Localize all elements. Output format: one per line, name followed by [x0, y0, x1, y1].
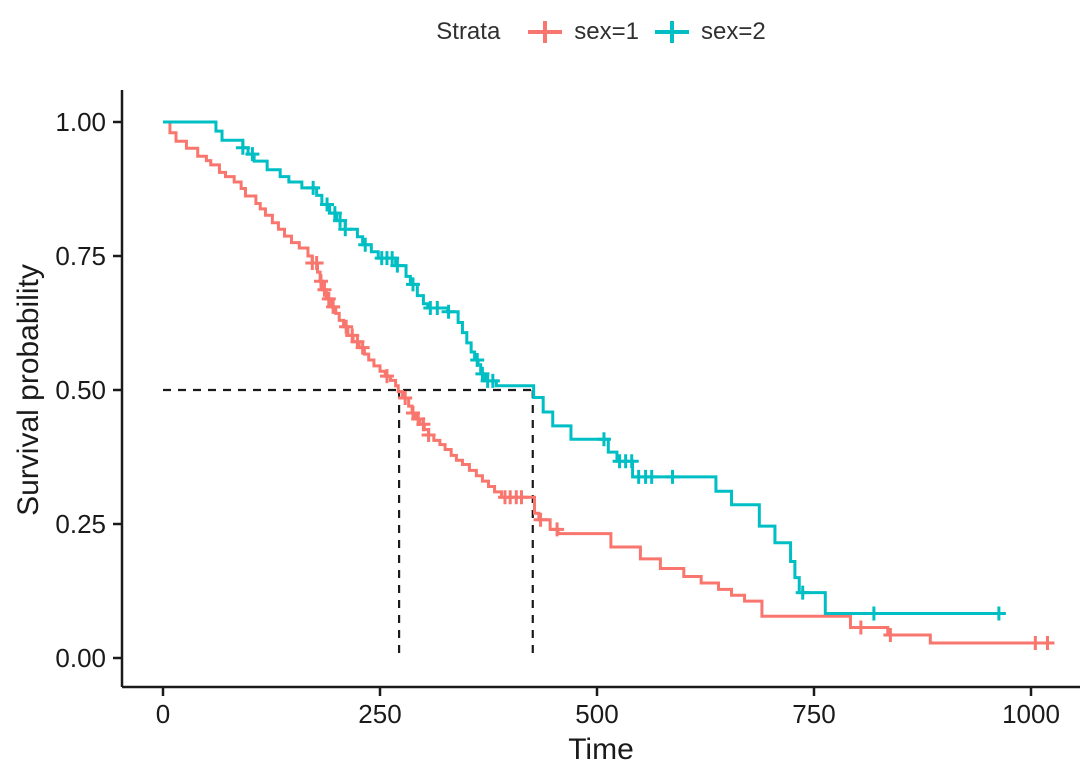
y-tick-label-0.75: 0.75: [55, 241, 106, 271]
survival-curve-sex=1: [163, 120, 1054, 645]
y-tick-label-0.00: 0.00: [55, 643, 106, 673]
x-tick-label-250: 250: [358, 699, 402, 729]
y-tick-label-0.25: 0.25: [55, 509, 106, 539]
x-tick-label-1000: 1000: [1002, 699, 1060, 729]
survival-curve-sex=2: [163, 120, 1001, 616]
legend-item-label: sex=2: [701, 18, 766, 45]
legend-item-sex2: sex=2: [653, 17, 766, 47]
x-axis-title: Time: [568, 733, 634, 766]
censor-marks-sex=1: [305, 255, 1055, 650]
x-tick-label-750: 750: [792, 699, 836, 729]
y-tick-label-1.00: 1.00: [55, 107, 106, 137]
x-tick-label-500: 500: [575, 699, 619, 729]
censor-marks-sex=2: [235, 140, 1006, 621]
legend-item-label: sex=1: [574, 18, 640, 45]
legend: Strata sex=1 sex=2: [122, 10, 1080, 54]
y-tick-label-0.50: 0.50: [55, 375, 106, 405]
x-tick-label-0: 0: [155, 699, 171, 729]
legend-item-sex1: sex=1: [526, 17, 639, 47]
plus-marker-icon-sex2: [655, 21, 690, 43]
legend-title: Strata: [436, 18, 501, 45]
plus-marker-icon-sex1: [528, 21, 563, 43]
